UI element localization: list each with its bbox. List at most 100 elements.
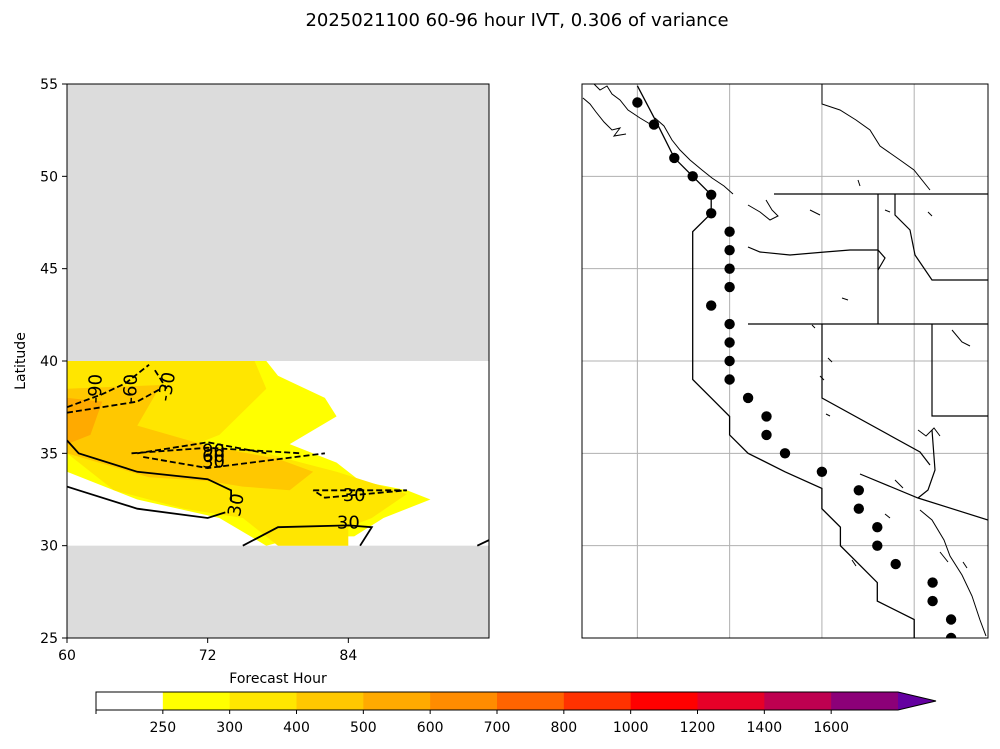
station-point xyxy=(724,226,735,237)
x-tick-label: 72 xyxy=(199,648,217,664)
station-point xyxy=(648,119,660,130)
contour-label: -90 xyxy=(85,374,107,404)
station-point xyxy=(724,374,735,385)
colorbar-tick-label: 300 xyxy=(216,720,243,736)
contour-line-solid-30 xyxy=(476,539,489,547)
x-tick-label: 60 xyxy=(58,648,76,664)
contour-label: 60 xyxy=(202,446,225,467)
station-point xyxy=(687,171,698,182)
colorbar-tick-label: 700 xyxy=(484,720,511,736)
station-point xyxy=(853,485,864,496)
station-point xyxy=(816,466,828,477)
coastline-details xyxy=(582,84,987,637)
station-point xyxy=(669,152,680,164)
y-tick-label: 25 xyxy=(40,631,58,647)
border-wa-or xyxy=(747,246,886,271)
station-point xyxy=(706,189,717,200)
station-point xyxy=(632,97,643,108)
colorbar-tick-label: 1600 xyxy=(813,720,849,736)
colorbar-segment xyxy=(697,692,765,710)
contour-label: -30 xyxy=(154,370,180,403)
y-tick-label: 40 xyxy=(40,354,58,370)
station-point xyxy=(724,245,735,256)
left-y-axis-label: Latitude xyxy=(13,332,29,390)
contour-line-solid-30 xyxy=(242,524,374,547)
colorbar-segment xyxy=(363,692,431,710)
contour-label: 30 xyxy=(343,485,366,506)
station-points xyxy=(632,97,957,638)
contour-line-dashed-60 xyxy=(131,446,302,455)
colorbar-segment xyxy=(96,692,164,710)
contour-line-dashed-30 xyxy=(312,489,407,499)
station-point xyxy=(927,577,938,588)
ivt-fill-400 xyxy=(67,385,314,491)
border-us-mexico xyxy=(859,473,988,521)
contour-line-solid-30 xyxy=(67,485,226,519)
colorbar-tick-label: 600 xyxy=(417,720,444,736)
contour-line-dashed-90 xyxy=(137,441,267,455)
station-point xyxy=(872,540,883,551)
map-frame xyxy=(581,83,989,639)
ivt-filled-contours xyxy=(67,361,431,546)
station-point xyxy=(779,448,791,459)
station-point xyxy=(853,503,864,514)
station-point xyxy=(945,632,957,638)
colorbar-segment xyxy=(764,692,832,710)
colorbar-segment xyxy=(296,692,364,710)
station-point xyxy=(706,300,717,311)
colorbar-segment xyxy=(162,692,231,710)
station-point xyxy=(724,355,735,367)
station-point xyxy=(761,429,772,441)
colorbar-segment xyxy=(497,692,565,710)
station-point xyxy=(724,318,735,330)
colorbar-segment xyxy=(831,692,899,710)
station-point xyxy=(890,558,901,570)
y-tick-label: 55 xyxy=(40,77,58,93)
colorbar-tick-label: 800 xyxy=(550,720,577,736)
colorbar-extend-arrow xyxy=(898,692,936,710)
ivt-fill-500 xyxy=(67,397,103,445)
station-point xyxy=(724,281,735,293)
contour-line-dashed-neg60 xyxy=(67,387,162,414)
y-tick-label: 50 xyxy=(40,169,58,185)
colorbar-tick-label: 1400 xyxy=(747,720,783,736)
contour-label: 90 xyxy=(202,440,225,461)
y-tick-label: 35 xyxy=(40,446,58,462)
station-point xyxy=(927,595,938,607)
border-nv-ut xyxy=(931,324,988,417)
contour-label: 30 xyxy=(224,492,249,518)
left-x-axis-ticks: 60 72 84 xyxy=(58,638,357,664)
contour-label: -60 xyxy=(120,374,142,404)
colorbar xyxy=(95,691,937,711)
colorbar-tick-label: 400 xyxy=(283,720,310,736)
station-point xyxy=(872,522,883,533)
map-plot-area xyxy=(582,84,988,638)
colorbar-tick-label: 1200 xyxy=(680,720,716,736)
contour-line-dashed-neg30 xyxy=(154,369,168,390)
colorbar-ticks: 250 300 400 500 600 700 800 1000 1200 1400 1600 xyxy=(95,710,849,736)
colorbar-segment xyxy=(229,692,297,710)
figure-title: 2025021100 60-96 hour IVT, 0.306 of vari… xyxy=(305,10,728,31)
colorbar-tick-label: 250 xyxy=(149,720,176,736)
left-x-axis-label: Forecast Hour xyxy=(229,671,327,687)
station-point xyxy=(945,614,957,625)
colorbar-segment xyxy=(563,692,632,710)
contour-line-dashed-neg90 xyxy=(67,363,150,409)
contour-line-dashed-30 xyxy=(143,452,326,470)
y-tick-label: 30 xyxy=(40,539,58,555)
ivt-contour-lines xyxy=(67,363,489,547)
left-y-axis-ticks: 25 30 35 40 45 50 55 xyxy=(40,77,67,647)
colorbar-tick-label: 1000 xyxy=(613,720,649,736)
station-point xyxy=(706,208,717,219)
border-ca-nv xyxy=(821,324,931,466)
colorbar-tick-label: 500 xyxy=(350,720,377,736)
station-point xyxy=(724,337,735,348)
contour-line-solid-30 xyxy=(67,439,233,502)
colorbar-outline xyxy=(95,691,937,711)
station-point xyxy=(761,411,772,422)
x-tick-label: 84 xyxy=(339,648,357,664)
border-id-mt xyxy=(894,194,988,281)
contour-label: 30 xyxy=(337,513,360,534)
